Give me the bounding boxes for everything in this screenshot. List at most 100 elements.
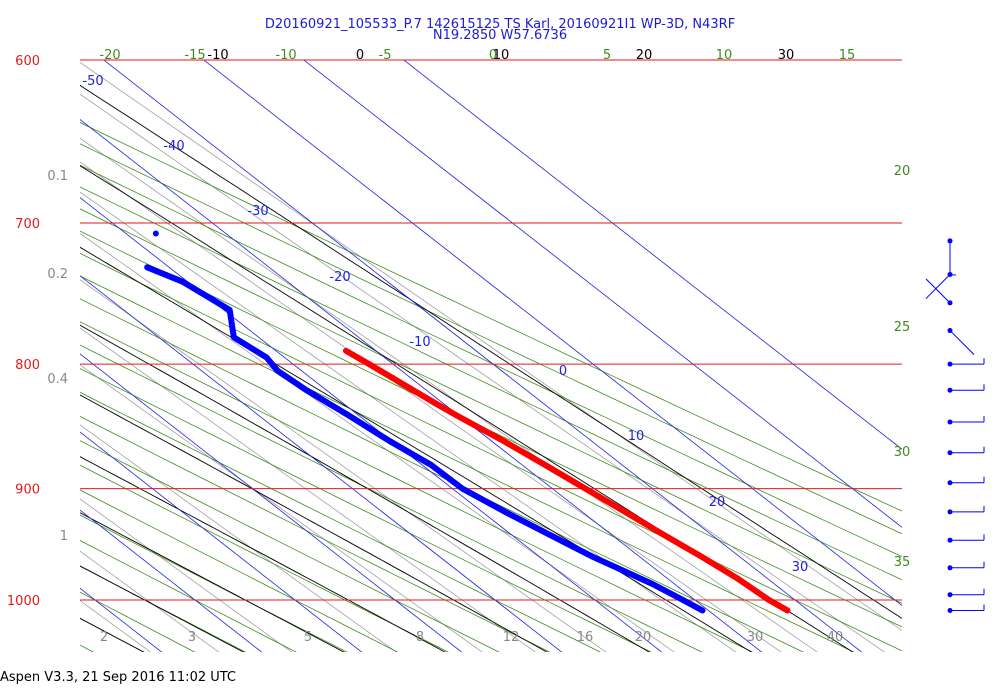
dry-adiabat-line [80, 275, 855, 652]
moist-adiabat-line [80, 246, 753, 652]
moist-adiabat-line [80, 84, 902, 619]
mixing-ratio-label: 0.1 [47, 169, 68, 184]
dry-adiabat-label: 30 [894, 445, 911, 460]
isotherm-label: 10 [628, 429, 645, 444]
mixing-ratio-line [80, 424, 397, 652]
pressure-label: 600 [15, 54, 40, 69]
moist-adiabat-line [80, 165, 854, 652]
isotherm-line [103, 60, 863, 652]
moist-adiabat-line [80, 324, 650, 652]
dry-adiabat-line [80, 208, 902, 604]
dry-adiabat-line [80, 164, 902, 558]
moist-adiabat-line [80, 394, 548, 652]
dry-adiabat-line [80, 344, 703, 652]
dewpoint-profile-line [144, 264, 706, 614]
mixing-ratio-line [80, 498, 293, 652]
dry-adiabat-label: -5 [379, 48, 392, 63]
pressure-label: 900 [15, 483, 40, 498]
moist-adiabat-label: 20 [636, 48, 653, 63]
moist-adiabat-label: 30 [778, 48, 795, 63]
dry-adiabat-line [80, 143, 902, 535]
sounding-profiles [144, 230, 791, 614]
dry-adiabat-line [80, 440, 500, 652]
isotherm-label: 30 [792, 560, 809, 575]
footer-timestamp: Aspen V3.3, 21 Sep 2016 11:02 UTC [0, 670, 237, 685]
dry-adiabat-line [80, 368, 652, 652]
isotherm-label: -50 [82, 74, 103, 89]
pressure-label: 800 [15, 358, 40, 373]
moist-adiabats [80, 84, 902, 652]
moist-adiabat-line [80, 512, 345, 652]
isotherm-line [80, 353, 463, 652]
mixing-ratio-label: 8 [416, 630, 424, 645]
mixing-ratio-label: 12 [503, 630, 520, 645]
pressure-label: 700 [15, 217, 40, 232]
dry-adiabat-line [80, 591, 196, 652]
isotherm-label: -10 [409, 335, 430, 350]
pressure-label: 1000 [7, 594, 40, 609]
mixing-ratio-line [80, 61, 902, 631]
wind-barb-staff [925, 274, 951, 299]
moist-adiabat-label: -10 [207, 48, 228, 63]
dry-adiabat-line [80, 252, 902, 652]
dry-adiabat-line [80, 298, 804, 652]
dewpoint-point [152, 230, 159, 237]
mixing-ratio-line [80, 232, 675, 652]
dry-adiabat-label: 20 [894, 164, 911, 179]
isotherm-line [80, 197, 663, 652]
mixing-ratio-line [80, 137, 818, 652]
isotherm-line [80, 275, 563, 652]
dry-adiabat-label: -10 [275, 48, 296, 63]
dry-adiabat-line [80, 321, 754, 652]
dry-adiabat-line [80, 391, 602, 652]
dry-adiabat-label: 25 [894, 320, 911, 335]
mixing-ratio-line [80, 161, 782, 652]
isotherm-line [80, 119, 763, 652]
dry-adiabat-line [80, 464, 449, 652]
isotherm-label: -40 [163, 139, 184, 154]
axis-labels: 600 700 800 900 1000 -50 -40 -30 -20 -10 0 10 20 30 -2… [7, 48, 910, 645]
isotherm-label: -30 [247, 204, 268, 219]
mixing-ratio-line [80, 550, 220, 652]
mixing-ratio-line [80, 279, 607, 652]
mixing-ratio-line [80, 191, 737, 652]
isotherm-line [203, 60, 902, 606]
dry-adiabat-line [80, 540, 297, 652]
mixing-ratio-label: 20 [635, 630, 652, 645]
dry-adiabat-label: 15 [839, 48, 856, 63]
moist-adiabat-line [80, 456, 446, 652]
mixing-ratio-label: 1 [60, 529, 68, 544]
moist-adiabat-label: 0 [356, 48, 364, 63]
temperature-profile-line [343, 347, 791, 614]
mixing-ratio-line [80, 93, 885, 652]
dry-adiabat-label: -20 [99, 48, 120, 63]
wind-barbs [925, 238, 985, 614]
dry-adiabat-label: 35 [894, 555, 911, 570]
isotherm-label: 20 [709, 495, 726, 510]
dry-adiabat-line [80, 122, 902, 512]
mixing-ratio-label: 40 [827, 630, 844, 645]
mixing-ratio-label: 0.4 [47, 372, 68, 387]
mixing-ratio-label: 30 [747, 630, 764, 645]
mixing-ratio-label: 2 [100, 630, 108, 645]
mixing-ratio-line [80, 364, 483, 652]
dry-adiabat-line [80, 415, 551, 652]
dry-adiabat-label: 10 [716, 48, 733, 63]
mixing-ratio-line [80, 327, 536, 652]
isotherm-line [80, 509, 263, 652]
isotherm-line [303, 60, 902, 528]
wind-barb-staff [925, 278, 951, 304]
isotherms [80, 60, 902, 652]
dry-adiabat-label: -15 [184, 48, 205, 63]
mixing-ratio-lines [80, 61, 902, 652]
mixing-ratio-label: 0.2 [47, 267, 68, 282]
moist-adiabat-label: 10 [493, 48, 510, 63]
dry-adiabat-line [80, 186, 902, 581]
isotherm-label: -20 [329, 270, 350, 285]
dry-adiabat-line [80, 489, 399, 652]
dry-adiabat-line [80, 514, 348, 652]
dry-adiabat-label: 5 [603, 48, 611, 63]
mixing-ratio-label: 3 [188, 630, 196, 645]
isotherm-line [80, 431, 363, 652]
